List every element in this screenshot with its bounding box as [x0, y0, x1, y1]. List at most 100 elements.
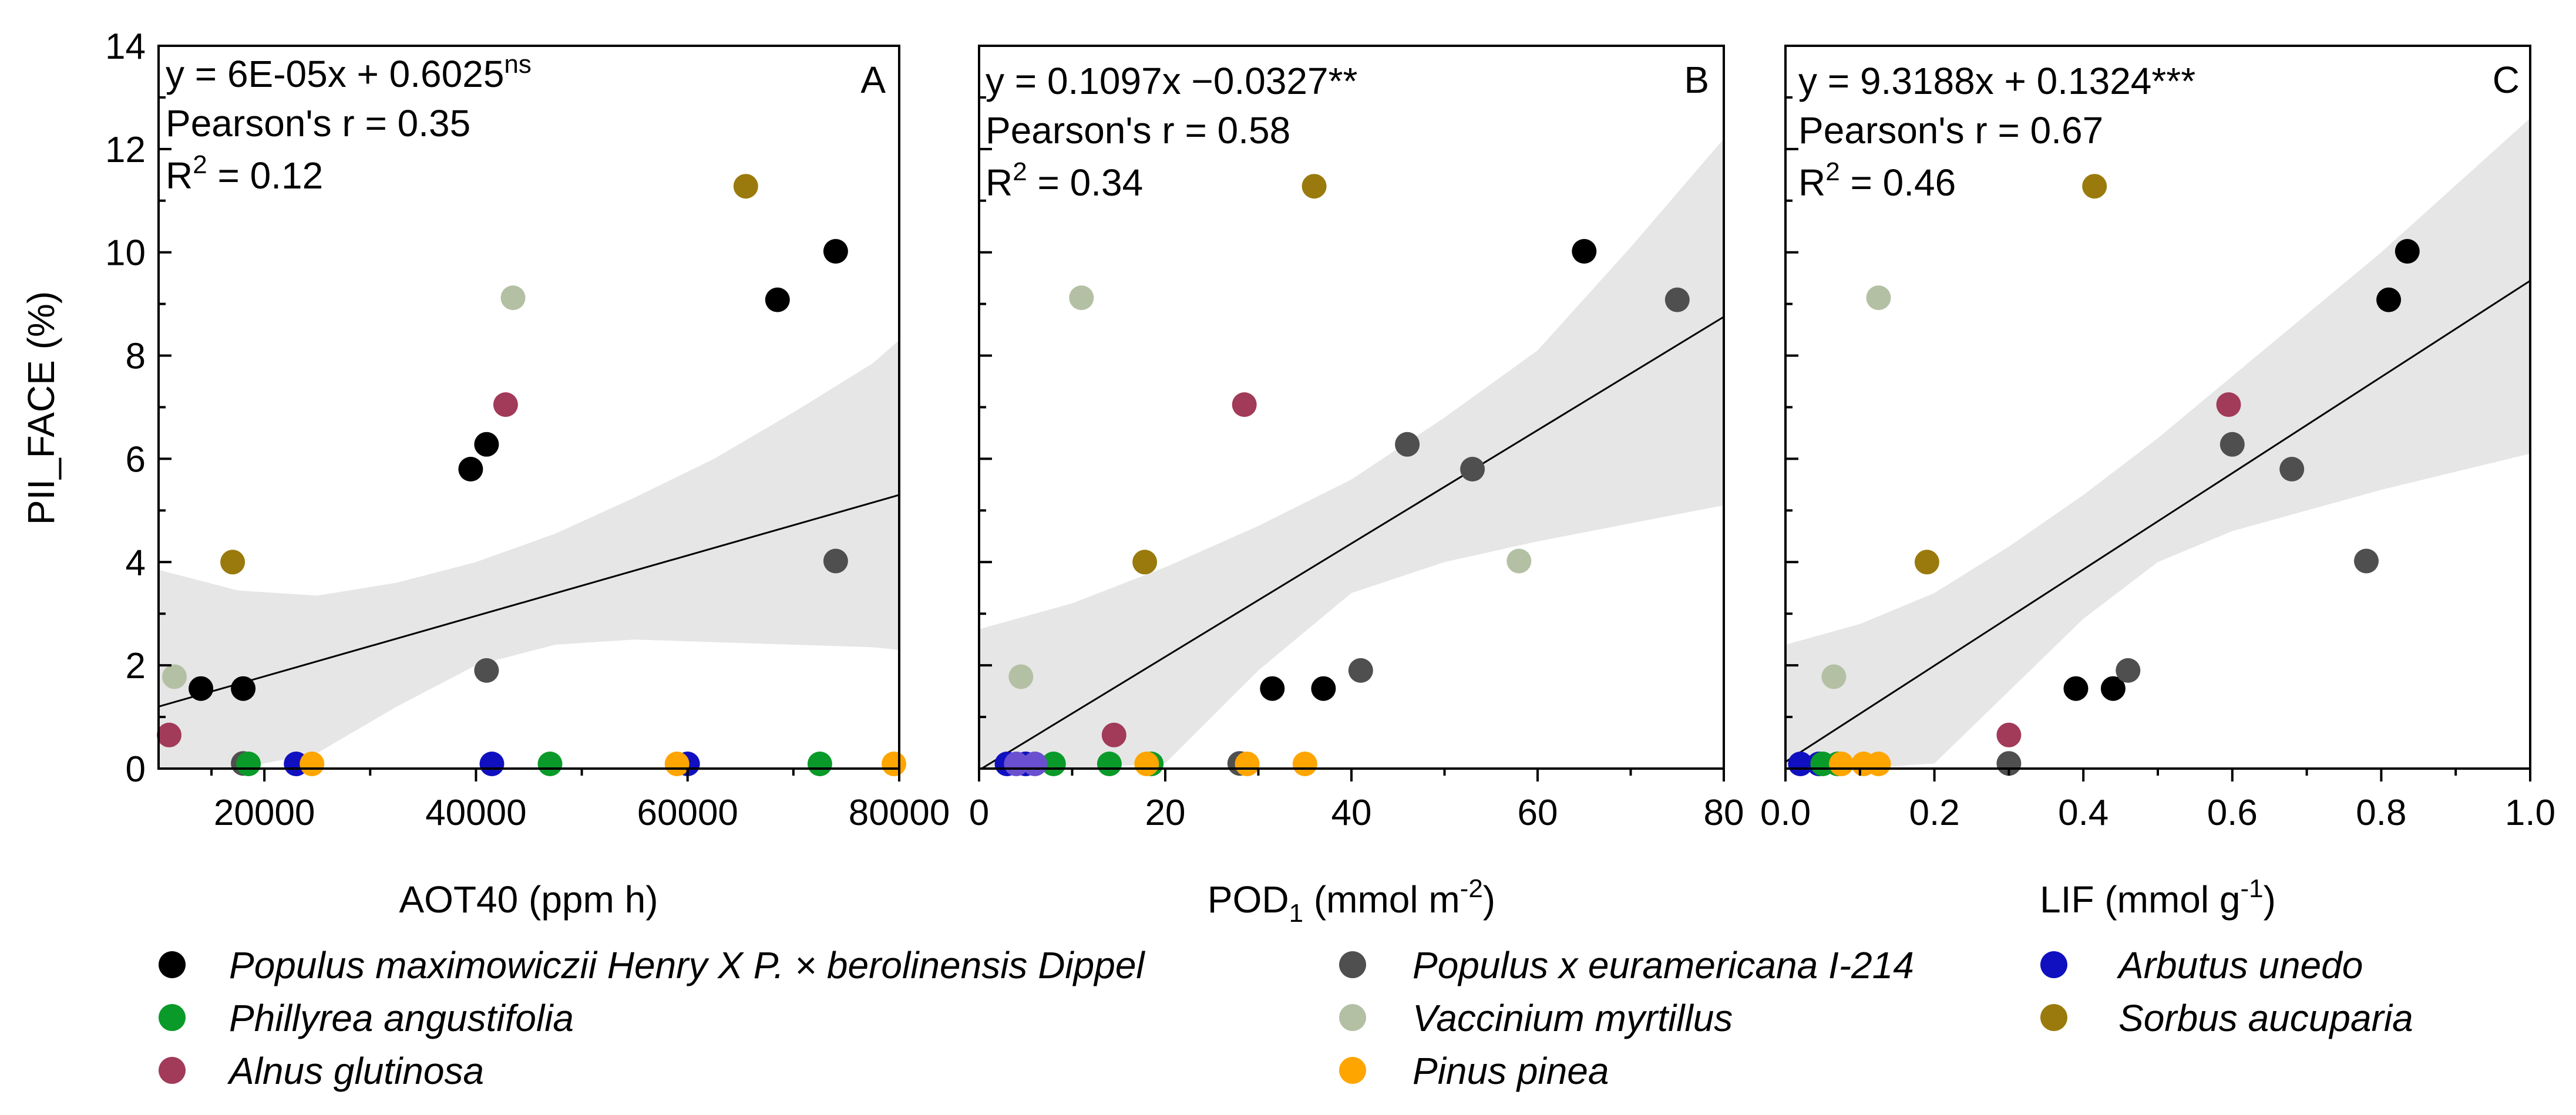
panel-b-point-s6-0 — [1101, 722, 1126, 747]
panel-a-x-tick-label: 20000 — [214, 793, 315, 833]
legend-marker-phillyrea-angustifolia — [159, 1004, 186, 1031]
legend-label-sorbus-aucuparia: Sorbus aucuparia — [2118, 997, 2413, 1039]
panel-b-point-s7-1 — [1235, 752, 1260, 776]
panel-a-point-s0-3 — [474, 432, 499, 457]
panel-b-regression-line — [981, 316, 1724, 770]
panel-a-point-s2-1 — [479, 752, 505, 776]
panel-c-point-s5-1 — [2082, 174, 2107, 199]
panel-a-y-tick-label: 4 — [126, 543, 146, 583]
panel-b-pearson: Pearson's r = 0.58 — [986, 109, 1290, 151]
panel-c-x-title: LIF (mmol g-1) — [2040, 874, 2276, 921]
panel-a-pearson: Pearson's r = 0.35 — [166, 102, 470, 144]
panel-b-point-s5-1 — [1302, 174, 1327, 199]
panel-a-point-s0-1 — [231, 676, 256, 701]
panel-a-point-s7-0 — [300, 752, 325, 776]
panel-c-point-s1-2 — [2219, 432, 2245, 457]
panel-a-point-s6-1 — [493, 392, 518, 417]
panel-b-point-s7-2 — [1292, 752, 1317, 776]
panel-b-point-s0-0 — [1260, 676, 1285, 701]
panel-b-point-s8-0 — [1004, 752, 1029, 776]
panel-c-point-s0-0 — [2063, 676, 2089, 701]
panel-b-point-s1-3 — [1460, 457, 1485, 481]
panel-c-x-tick-label: 1.0 — [2505, 793, 2555, 833]
panel-b-x-title: POD1 (mmol m-2) — [1208, 874, 1495, 928]
panel-b-point-s3-0 — [1041, 752, 1066, 776]
panel-b-x-tick-label: 40 — [1331, 793, 1372, 833]
panel-c: 0.0 0.2 0.4 0.6 0.8 1.0 y = 9.3188x + 0.1324*… — [1760, 45, 2555, 921]
legend-label-vaccinium-myrtillus: Vaccinium myrtillus — [1413, 997, 1733, 1039]
panel-a-point-s5-0 — [220, 550, 246, 575]
panel-b-point-s4-1 — [1069, 285, 1094, 311]
panel-a-y-tick-label: 10 — [105, 233, 146, 274]
panel-c-x-tick-label: 0.8 — [2356, 793, 2406, 833]
panel-a-y-tick-label: 12 — [105, 130, 146, 170]
panel-a-regression-line — [158, 494, 900, 708]
panel-c-point-s2-0 — [1788, 752, 1813, 776]
panel-b-point-s4-0 — [1008, 664, 1034, 689]
panel-a-point-s3-0 — [236, 752, 261, 776]
legend-marker-arbutus-unedo — [2040, 951, 2067, 978]
legend-label-alnus-glutinosa: Alnus glutinosa — [227, 1050, 484, 1092]
panel-a-x-title: AOT40 (ppm h) — [399, 878, 658, 921]
legend-marker-sorbus-aucuparia — [2040, 1004, 2067, 1031]
panel-a-y-tick-label: 14 — [105, 26, 146, 67]
panel-b-x-tick-label: 0 — [969, 793, 989, 833]
panel-b-point-s7-0 — [1134, 752, 1159, 776]
legend-label-phillyrea-angustifolia: Phillyrea angustifolia — [229, 997, 574, 1039]
panel-c-point-s1-4 — [2354, 548, 2379, 574]
panel-a-y-tick-label: 8 — [126, 336, 146, 377]
panel-b-letter: B — [1684, 59, 1709, 101]
panel-a-point-s0-0 — [189, 676, 214, 701]
panel-c-x-tick-label: 0.0 — [1760, 793, 1811, 833]
panel-a-point-s4-0 — [162, 664, 187, 689]
panel-a-point-s3-1 — [537, 752, 563, 776]
panel-a-point-s0-4 — [765, 287, 790, 312]
panel-c-x-tick-label: 0.2 — [1909, 793, 1959, 833]
y-axis-title: PII_FACE (%) — [20, 291, 62, 525]
panel-c-point-s5-0 — [1914, 550, 1939, 575]
panel-a-confidence-band — [159, 340, 899, 769]
panel-a-x-tick-label: 60000 — [637, 793, 738, 833]
panel-b: 0 20 40 60 80 y = 0.1097x −0.0327** Pearson'… — [969, 45, 1744, 928]
legend-label-populus-maximowiczii: Populus maximowiczii Henry X P. × beroli… — [229, 944, 1145, 986]
panel-b-x-tick-label: 80 — [1704, 793, 1744, 833]
legend-marker-populus-euramericana — [1339, 951, 1366, 978]
panel-b-point-s3-1 — [1097, 752, 1122, 776]
panel-b-point-s8-1 — [1023, 752, 1048, 776]
panel-a-point-s7-2 — [882, 752, 906, 776]
legend: Populus maximowiczii Henry X P. × beroli… — [159, 944, 2413, 1092]
panel-c-r2: R2 = 0.46 — [1798, 157, 1956, 204]
panel-b-confidence-band — [979, 139, 1724, 769]
panel-a-letter: A — [860, 59, 886, 101]
panel-c-point-s7-0 — [1829, 752, 1854, 776]
panel-c-confidence-band — [1785, 118, 2530, 769]
legend-label-populus-euramericana: Populus x euramericana I-214 — [1413, 944, 1914, 986]
panel-a-y-tick-label: 2 — [126, 646, 146, 686]
panel-b-equation: y = 0.1097x −0.0327** — [986, 60, 1357, 102]
legend-marker-populus-maximowiczii — [159, 951, 186, 978]
panel-b-r2: R2 = 0.34 — [986, 157, 1143, 204]
panel-a-y-tick-label: 0 — [126, 749, 146, 790]
panel-c-point-s6-0 — [1996, 722, 2022, 747]
panel-b-point-s1-4 — [1664, 287, 1690, 312]
panel-a-y-tick-label: 6 — [126, 439, 146, 480]
panel-a-point-s1-2 — [823, 548, 848, 574]
panel-a-point-s7-1 — [664, 752, 690, 776]
panel-c-point-s0-2 — [2376, 287, 2402, 312]
panel-c-x-tick-label: 0.4 — [2058, 793, 2108, 833]
panel-a-r2: R2 = 0.12 — [166, 150, 323, 197]
panel-c-letter: C — [2493, 59, 2520, 101]
panel-a-x-tick-label: 80000 — [849, 793, 950, 833]
legend-marker-alnus-glutinosa — [159, 1057, 186, 1084]
panel-c-point-s4-0 — [1821, 664, 1847, 689]
panel-b-point-s1-1 — [1348, 658, 1373, 683]
panel-a-point-s1-1 — [474, 658, 499, 683]
panel-c-point-s7-2 — [1866, 752, 1891, 776]
panel-c-point-s0-1 — [2100, 676, 2126, 701]
panel-c-point-s6-1 — [2216, 392, 2241, 417]
panel-c-regression-line — [1785, 279, 2531, 763]
panel-a-point-s4-1 — [500, 285, 526, 311]
panel-c-equation: y = 9.3188x + 0.1324*** — [1798, 60, 2195, 102]
legend-label-pinus-pinea: Pinus pinea — [1413, 1050, 1609, 1092]
